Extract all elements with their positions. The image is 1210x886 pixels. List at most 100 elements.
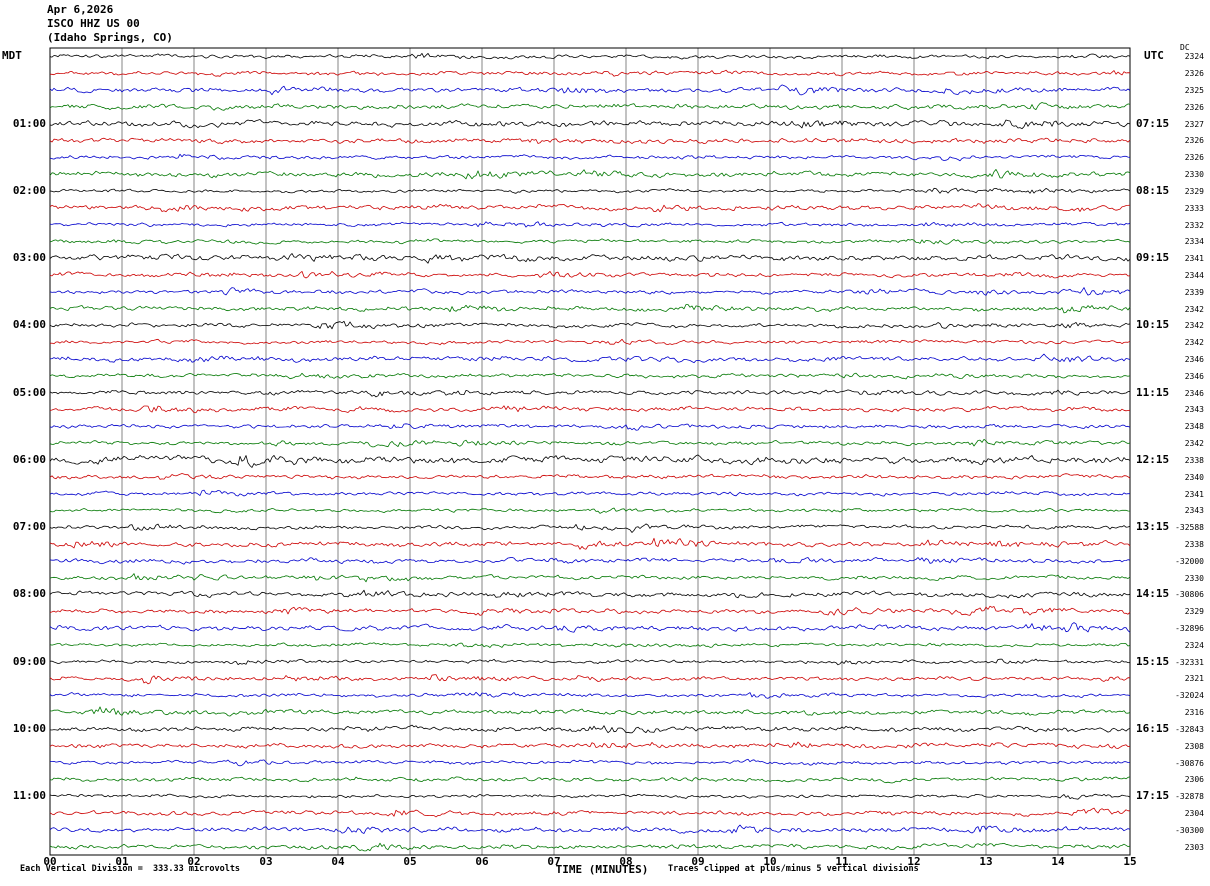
seismogram-trace-row-46 [49,824,1131,834]
seismogram-trace-row-9 [49,203,1131,213]
seismogram-trace-row-35 [49,642,1131,648]
dc-value: 2342 [1184,338,1204,348]
seismogram-trace-row-13 [49,270,1131,279]
right-axis-title: UTC [1144,49,1164,62]
seismogram-trace-row-24 [49,454,1131,468]
x-tick-label: 08 [619,855,633,868]
hour-label-utc: 09:15 [1136,251,1170,265]
dc-value: 2340 [1184,472,1204,482]
seismogram-trace-row-27 [49,507,1131,514]
dc-value: -30806 [1175,590,1204,600]
hour-label-utc: 13:15 [1136,520,1170,534]
hour-label-mdt: 08:00 [12,587,46,601]
hour-label-mdt: 03:00 [12,251,46,265]
x-tick-label: 06 [475,855,489,868]
hour-label-utc: 17:15 [1136,789,1170,803]
dc-value: -32878 [1175,792,1204,802]
seismogram-trace-row-30 [49,557,1131,565]
x-tick-label: 00 [43,855,57,868]
header-station: ISCO HHZ US 00 [47,17,140,30]
dc-value: 2344 [1184,270,1204,280]
dc-value: 2325 [1184,86,1204,96]
dc-value: 2343 [1184,506,1204,516]
seismogram-trace-row-21 [49,405,1131,414]
hour-label-mdt: 05:00 [12,385,46,399]
seismogram-trace-row-40 [49,724,1131,734]
dc-value: 2324 [1184,52,1204,62]
hour-label-mdt: 07:00 [12,520,46,534]
dc-value: 2304 [1184,808,1204,818]
seismogram-trace-row-1 [49,69,1131,77]
dc-value: 2348 [1184,422,1204,432]
hour-label-mdt: 11:00 [12,789,46,803]
seismogram-trace-row-11 [49,238,1131,245]
dc-value: 2346 [1184,355,1204,365]
dc-value: 2342 [1184,321,1204,331]
dc-value: 2334 [1184,237,1204,247]
hour-label-utc: 07:15 [1136,116,1170,130]
dc-value: 2306 [1184,775,1204,785]
hour-label-utc: 08:15 [1136,183,1170,197]
dc-value: 2346 [1184,371,1204,381]
seismogram-trace-row-25 [49,473,1131,480]
dc-value: 2342 [1184,439,1204,449]
dc-value: 2338 [1184,455,1204,465]
seismogram-trace-row-0 [49,53,1131,60]
dc-value: 2321 [1184,674,1204,684]
hour-label-utc: 14:15 [1136,587,1170,601]
seismogram-trace-row-47 [49,842,1131,852]
dc-value: 2330 [1184,170,1204,180]
hour-label-utc: 15:15 [1136,654,1170,668]
x-tick-label: 04 [331,855,345,868]
header-location: (Idaho Springs, CO) [47,31,173,44]
left-axis-title: MDT [2,49,22,62]
dc-value: -32843 [1175,724,1204,734]
seismogram-trace-row-8 [49,187,1131,194]
seismogram-trace-row-28 [49,523,1131,533]
dc-value: 2332 [1184,220,1204,230]
dc-value: -30876 [1175,758,1204,768]
dc-value: 2342 [1184,304,1204,314]
x-tick-label: 01 [115,855,129,868]
seismogram-trace-row-2 [49,84,1131,96]
dc-value: 2341 [1184,489,1204,499]
dc-value: 2330 [1184,573,1204,583]
dc-value: 2338 [1184,539,1204,549]
seismogram-trace-row-29 [49,537,1131,550]
seismogram-trace-row-5 [49,137,1131,145]
seismogram-trace-row-20 [49,389,1131,398]
dc-value: 2326 [1184,153,1204,163]
hour-label-mdt: 04:00 [12,318,46,332]
seismogram-trace-row-17 [49,338,1131,346]
hour-label-mdt: 09:00 [12,654,46,668]
seismogram-trace-row-36 [49,658,1131,666]
x-tick-label: 10 [763,855,777,868]
seismogram-trace-row-37 [49,674,1131,685]
seismogram-trace-row-3 [49,102,1131,111]
hour-label-utc: 10:15 [1136,318,1170,332]
x-axis-title: TIME (MINUTES) [555,863,649,876]
dc-value: -32000 [1175,556,1204,566]
hour-label-utc: 12:15 [1136,452,1170,466]
seismogram-trace-row-44 [49,793,1131,800]
x-tick-label: 02 [187,855,201,868]
seismogram-trace-row-15 [49,304,1131,314]
seismogram-trace-row-4 [49,119,1131,130]
seismogram-trace-row-10 [49,221,1131,228]
dc-value: 2326 [1184,136,1204,146]
seismogram-trace-row-32 [49,589,1131,599]
dc-value: 2316 [1184,708,1204,718]
dc-value: 2303 [1184,842,1204,852]
dc-value: 2324 [1184,640,1204,650]
dc-value: -32331 [1175,657,1204,667]
dc-value: 2327 [1184,119,1204,129]
x-tick-label: 11 [835,855,849,868]
dc-value: 2346 [1184,388,1204,398]
dc-value: 2343 [1184,405,1204,415]
header-date: Apr 6,2026 [47,3,114,16]
x-tick-label: 15 [1123,855,1137,868]
seismogram-trace-row-43 [49,776,1131,784]
seismogram-trace-row-23 [49,438,1131,448]
dc-value: -32024 [1175,691,1204,701]
